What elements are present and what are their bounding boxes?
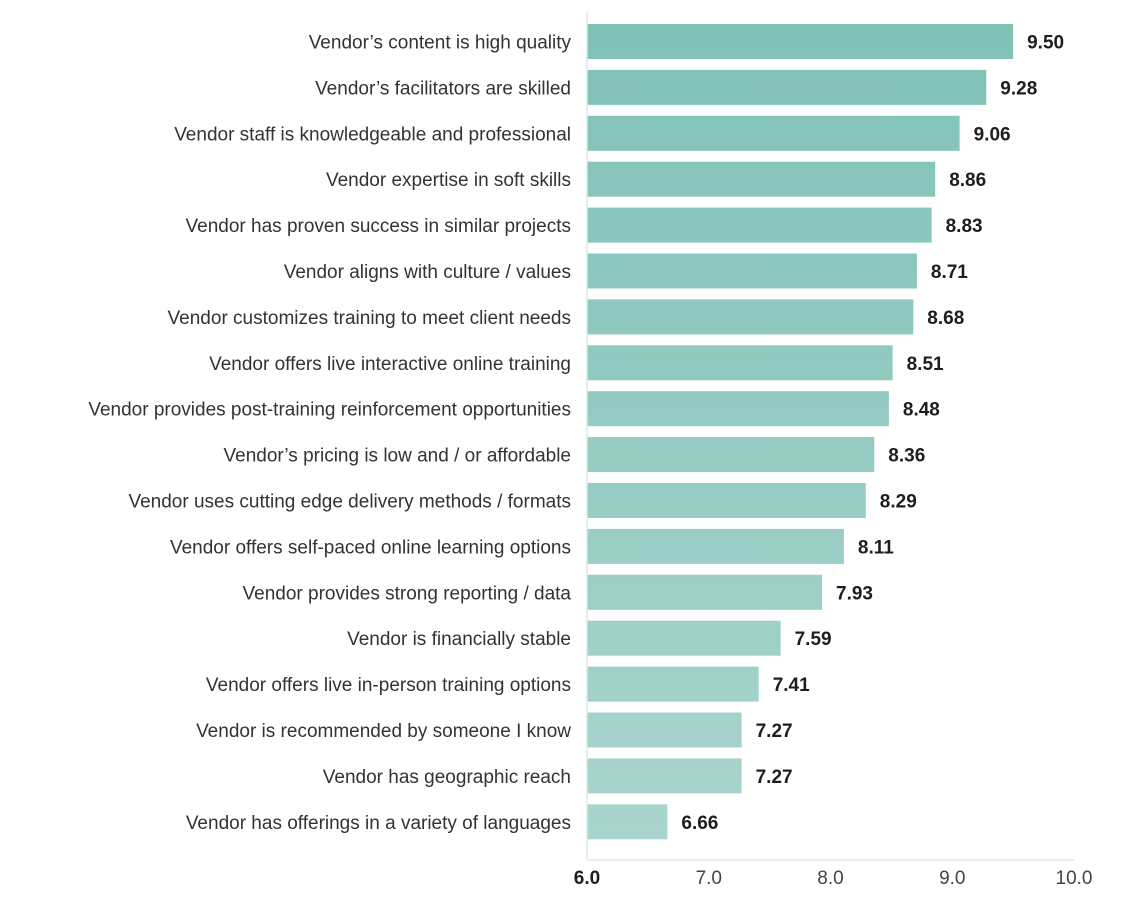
category-label: Vendor’s pricing is low and / or afforda…: [224, 446, 572, 467]
category-label: Vendor’s facilitators are skilled: [315, 78, 571, 99]
bar: [587, 758, 742, 794]
bar: [587, 804, 668, 840]
category-label: Vendor has offerings in a variety of lan…: [186, 813, 571, 834]
value-label: 8.86: [949, 170, 986, 191]
x-tick-label: 6.0: [574, 868, 600, 889]
category-label: Vendor offers self-paced online learning…: [170, 537, 571, 558]
bar: [587, 620, 781, 656]
value-label: 8.11: [858, 537, 894, 558]
value-label: 7.27: [756, 721, 793, 742]
x-tick-label: 10.0: [1056, 868, 1093, 889]
bar: [587, 712, 742, 748]
category-label: Vendor offers live in-person training op…: [206, 675, 571, 696]
bar: [587, 437, 875, 473]
value-label: 8.83: [946, 216, 983, 237]
x-tick-label: 7.0: [696, 868, 722, 889]
bar: [587, 24, 1014, 59]
bar: [587, 115, 960, 151]
category-label: Vendor staff is knowledgeable and profes…: [174, 124, 571, 145]
x-tick-label: 9.0: [939, 868, 965, 889]
value-label: 9.50: [1027, 33, 1064, 54]
bar: [587, 69, 987, 105]
bar: [587, 483, 866, 518]
bar: [587, 666, 759, 702]
value-label: 7.41: [773, 675, 810, 696]
value-label: 8.51: [907, 354, 944, 375]
bar: [587, 299, 914, 335]
category-label: Vendor provides strong reporting / data: [243, 583, 572, 604]
value-label: 7.59: [795, 629, 832, 650]
bar: [587, 574, 822, 610]
value-label: 8.29: [880, 492, 917, 513]
value-label: 9.28: [1000, 78, 1037, 99]
category-label: Vendor aligns with culture / values: [284, 262, 571, 283]
value-label: 7.27: [756, 767, 793, 788]
value-label: 6.66: [681, 813, 718, 834]
bar: [587, 161, 936, 197]
value-label: 8.48: [903, 400, 940, 421]
value-label: 8.68: [927, 308, 964, 329]
value-label: 8.71: [931, 262, 968, 283]
value-label: 9.06: [974, 124, 1011, 145]
value-labels-group: 9.50 9.28 9.06 8.86 8.83 8.71 8.68 8.51 8.48 8.36…: [681, 33, 1064, 834]
value-label: 7.93: [836, 583, 873, 604]
category-label: Vendor uses cutting edge delivery method…: [128, 492, 571, 513]
x-tick-labels-group: 6.0 7.0 8.0 9.0 10.0: [574, 868, 1093, 889]
value-label: 8.36: [888, 446, 925, 467]
x-tick-label: 8.0: [817, 868, 843, 889]
category-label: Vendor is recommended by someone I know: [196, 721, 571, 742]
category-label: Vendor has proven success in similar pro…: [186, 216, 571, 237]
category-labels-group: Vendor’s content is high quality Vendor’s…: [88, 33, 571, 834]
category-label: Vendor expertise in soft skills: [326, 170, 571, 191]
bar: [587, 528, 844, 564]
category-label: Vendor customizes training to meet clien…: [168, 308, 571, 329]
bar: [587, 253, 917, 289]
category-label: Vendor offers live interactive online tr…: [209, 354, 571, 375]
category-label: Vendor provides post-training reinforcem…: [88, 400, 571, 421]
category-label: Vendor has geographic reach: [323, 767, 571, 788]
bars-group: [587, 24, 1014, 840]
bar: [587, 207, 932, 243]
bar: [587, 391, 889, 427]
category-label: Vendor’s content is high quality: [309, 33, 572, 54]
category-label: Vendor is financially stable: [347, 629, 571, 650]
bar: [587, 345, 893, 381]
